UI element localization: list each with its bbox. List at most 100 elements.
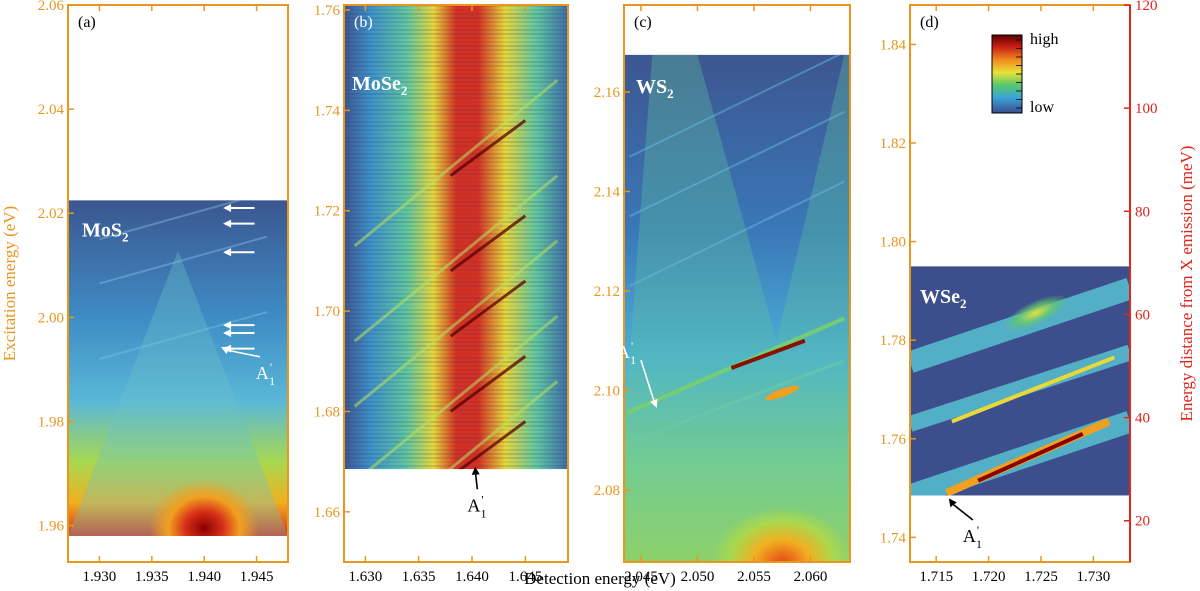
heatmap-stripe [344,121,568,123]
x-tick-label: 2.060 [794,569,828,585]
a1-label-main: A [617,342,630,362]
a1-label: A' 1 [617,339,636,367]
marker-arrowhead [223,328,232,337]
heatmap-stripe [344,125,568,127]
y2-axis-label: Energy distance from X emission (meV) [1177,146,1196,422]
material-label-subscript: 2 [122,230,129,245]
heatmap-stripe [344,353,568,355]
heatmap-stripe [344,209,568,211]
a1-arrow [953,504,974,521]
marker-arrowhead [223,204,232,213]
heatmap-line [629,111,845,218]
material-label-main: MoSe [352,73,401,95]
heatmap-stripe [344,41,568,43]
heatmap-line [99,311,268,360]
heatmap-stripe [344,249,568,251]
heatmap-stripe [344,421,568,423]
heatmap-stripe [344,441,568,443]
y-tick-label: 1.82 [880,136,906,152]
heatmap-stripe [344,389,568,391]
heatmap-stripe [344,217,568,219]
x-tick-label: 2.055 [737,569,771,585]
heatmap-line [99,200,243,241]
y2-tick-label: 20 [1135,514,1150,530]
heatmap-stripe [344,297,568,299]
heatmap-stripe [344,317,568,319]
heatmap-stripe [344,141,568,143]
panel-label: (d) [920,14,939,31]
heatmap-stripe [344,65,568,67]
material-label-main: WS [636,76,667,98]
x-tick-label: 1.715 [919,569,953,585]
heatmap-stripe [344,21,568,23]
heatmap-stripe [344,137,568,139]
heatmap-line-core [449,119,527,177]
y-tick-label: 1.66 [314,505,341,521]
a1-label-sub: 1 [630,353,636,367]
y2-tick-label: 40 [1135,411,1150,427]
heatmap-line [634,359,845,442]
a1-arrow [474,474,479,490]
heatmap-stripe [344,157,568,159]
a1-arrowhead [948,498,957,508]
heatmap-stripe [344,293,568,295]
heatmap-cone [68,250,288,536]
x-tick-label: 1.635 [402,569,436,585]
heatmap-stripe [344,201,568,203]
heatmap-line-core [449,214,527,273]
heatmap-stripe [344,273,568,275]
x-tick-label: 1.945 [240,569,274,585]
a1-arrowhead [650,398,658,408]
heatmap-stripe [344,61,568,63]
heatmap-stripe [344,253,568,255]
heatmap-stripe [344,145,568,147]
material-label: MoSe2 [352,73,407,98]
heatmap-stripe [344,213,568,215]
colorbar-high-label: high [1030,31,1058,48]
material-label: MoS2 [82,220,129,245]
y-tick-label: 1.76 [314,3,341,19]
heatmap-stripe [344,301,568,303]
heatmap-stripe [344,433,568,435]
heatmap-stripe [344,345,568,347]
heatmap-b [344,5,568,470]
material-label: WSe2 [920,286,967,311]
heatmap-stripe [344,437,568,439]
heatmap-stripe [344,225,568,227]
a1-label-sup: ' [977,523,979,537]
heatmap-stripe [344,269,568,271]
x-tick-label: 2.045 [624,569,658,585]
a1-label-main: A [963,526,976,546]
heatmap-stripe [344,329,568,331]
heatmap-stripe [344,57,568,59]
x-tick-label: 1.940 [187,569,221,585]
y-tick-label: 2.02 [38,206,64,222]
y-tick-label: 1.78 [880,333,906,349]
heatmap-stripe [344,165,568,167]
heatmap-stripe [344,469,568,470]
heatmap-stripe [344,385,568,387]
a1-label-main: A [256,363,269,383]
plot-frame [623,4,851,563]
a1-label-sub: 1 [269,374,275,388]
heatmap-spot [765,385,800,401]
heatmap-stripe [344,277,568,279]
heatmap-stripe [344,25,568,27]
material-label: WS2 [636,76,674,101]
heatmap-stripe [344,245,568,247]
heatmap-stripe [344,309,568,311]
heatmap-stripe [344,461,568,463]
heatmap-stripe [344,177,568,179]
heatmap-stripe [344,425,568,427]
marker-arrowhead [223,248,232,257]
a1-arrowhead [220,346,230,354]
heatmap-stripe [344,85,568,87]
plot-frame [343,4,569,563]
material-label-subscript: 2 [401,83,408,98]
material-label-main: MoS [82,220,122,242]
heatmap-stripe [344,341,568,343]
heatmap-stripe [344,313,568,315]
colorbar-low-label: low [1030,99,1054,116]
y-tick-label: 1.84 [880,37,907,53]
